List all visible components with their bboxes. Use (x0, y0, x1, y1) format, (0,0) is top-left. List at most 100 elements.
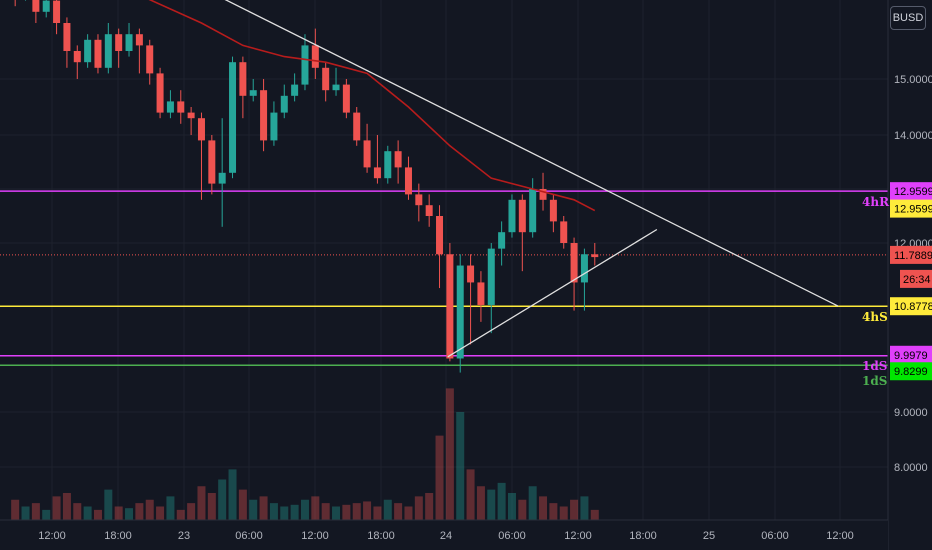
candle-body (529, 189, 537, 233)
candle-body (487, 248, 495, 305)
volume-bar (207, 493, 216, 520)
volume-bar (559, 506, 568, 520)
volume-bar (456, 412, 465, 520)
volume-bar (31, 503, 40, 520)
volume-bar (497, 482, 506, 520)
level-label: 4hR (862, 195, 890, 209)
volume-bar (445, 388, 454, 520)
candle-body (425, 205, 433, 216)
volume-bar (487, 489, 496, 520)
volume-bar (570, 499, 579, 520)
candle-body (94, 39, 102, 68)
candle-body (560, 221, 568, 243)
level-price-badge: 9.8299 (894, 366, 928, 378)
moving-average-line (148, 0, 596, 212)
volume-bar (280, 506, 289, 520)
candle-body (311, 45, 319, 68)
volume-bar (590, 509, 599, 520)
candle-body (342, 84, 350, 113)
candle-body (404, 167, 412, 195)
countdown-badge: 26:34 (903, 274, 931, 286)
level-price-badge-bg (890, 199, 932, 218)
candle-body (353, 112, 361, 141)
volume-bar (342, 504, 351, 520)
level-label: 1dS (862, 374, 887, 388)
candle-body (156, 73, 164, 113)
candle-body (508, 199, 516, 233)
volume-bar (373, 506, 382, 520)
candle-body (115, 34, 123, 51)
volume-bar (404, 506, 413, 520)
level-price-badge-bg (890, 345, 932, 364)
candle-body (135, 34, 143, 46)
candle-body (332, 84, 340, 91)
candle-body (249, 90, 257, 96)
level-label: 1dS (862, 359, 887, 373)
candle-body (177, 101, 185, 113)
last-price-badge: 11.7889 (894, 250, 932, 262)
volume-bar (394, 503, 403, 520)
candle-body (166, 101, 174, 113)
descending-trendline (224, 0, 839, 307)
time-tick-label: 18:00 (104, 530, 132, 542)
level-price-badge-bg (890, 362, 932, 381)
candle-body (291, 84, 299, 96)
volume-bar (414, 496, 423, 520)
candle-body (53, 0, 61, 23)
candle-body (208, 140, 216, 184)
volume-bar (425, 493, 434, 520)
candle-body (415, 194, 423, 206)
volume-bar (249, 499, 258, 520)
candle-body (187, 112, 195, 119)
candle-body (301, 45, 309, 85)
volume-bar (528, 486, 537, 520)
level-price-badge: 9.9979 (894, 350, 928, 362)
volume-bar (352, 503, 361, 520)
volume-bar (42, 509, 51, 520)
volume-bar (311, 496, 320, 520)
volume-bar (332, 506, 341, 520)
price-tick-label: 9.0000 (894, 407, 928, 419)
volume-bar (125, 508, 134, 520)
candle-body (73, 51, 81, 63)
ascending-trendline (447, 228, 658, 358)
volume-bar (539, 496, 548, 520)
volume-bar (383, 499, 392, 520)
volume-bar (476, 486, 485, 520)
level-label: 4hS (862, 310, 888, 324)
level-price-badge: 12.9599 (894, 204, 932, 216)
price-tick-label: 14.0000 (894, 130, 932, 142)
volume-bar (466, 469, 475, 520)
candle-body (477, 282, 485, 305)
volume-bar (156, 506, 165, 520)
candle-body (549, 199, 557, 222)
candle-body (498, 232, 506, 249)
volume-bar (135, 503, 144, 520)
candle-body (394, 151, 402, 168)
candle-body (270, 112, 278, 141)
candle-body (467, 265, 475, 283)
time-tick-label: 06:00 (498, 530, 526, 542)
volume-bar (290, 504, 299, 520)
candle-body (322, 67, 330, 91)
volume-bar (363, 501, 372, 520)
level-price-badge: 12.9599 (894, 186, 932, 198)
time-tick-label: 12:00 (564, 530, 592, 542)
volume-bar (218, 479, 227, 520)
volume-bar (62, 493, 71, 520)
volume-bar (52, 496, 61, 520)
time-tick-label: 25 (703, 530, 715, 542)
candle-body (197, 118, 205, 141)
volume-bar (321, 503, 330, 520)
volume-bar (269, 503, 278, 520)
candle-body (456, 265, 464, 359)
volume-bar (518, 499, 527, 520)
time-tick-label: 06:00 (761, 530, 789, 542)
candle-body (125, 34, 133, 51)
time-tick-label: 18:00 (629, 530, 657, 542)
price-tick-label: 15.0000 (894, 74, 932, 86)
candle-body (446, 254, 454, 359)
time-tick-label: 06:00 (235, 530, 263, 542)
symbol-button[interactable]: BUSD (890, 6, 926, 30)
